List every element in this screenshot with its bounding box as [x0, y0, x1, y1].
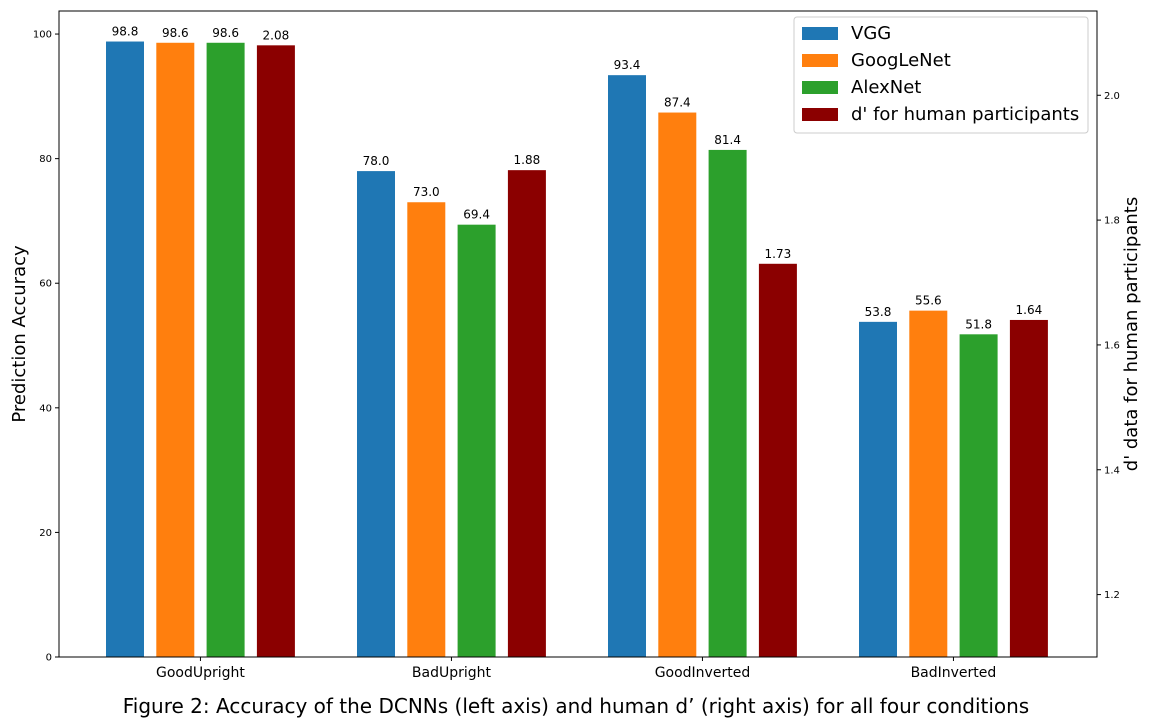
legend-entry: AlexNet — [851, 77, 921, 98]
bar-googlenet — [658, 112, 697, 657]
bar-googlenet — [407, 202, 446, 657]
x-tick-label: BadInverted — [911, 665, 997, 681]
bar-d-for-human-participants — [507, 170, 546, 657]
bar-value-label: 78.0 — [363, 154, 390, 168]
left-tick-label: 80 — [39, 154, 52, 165]
left-tick-label: 100 — [33, 30, 52, 41]
legend-swatch — [802, 108, 838, 121]
right-tick-label: 1.8 — [1104, 216, 1120, 227]
bar-value-label: 81.4 — [714, 133, 741, 147]
plot-frame — [58, 10, 1098, 658]
bar-alexnet — [708, 149, 747, 657]
x-tick-label: BadUpright — [412, 665, 492, 681]
left-tick-label: 40 — [39, 403, 52, 414]
bar-value-label: 69.4 — [463, 208, 490, 222]
bar-value-label: 53.8 — [865, 305, 892, 319]
left-tick-label: 60 — [39, 279, 52, 290]
x-tick-label: GoodUpright — [156, 665, 245, 681]
bar-d-for-human-participants — [758, 263, 797, 657]
right-tick-label: 1.2 — [1104, 590, 1120, 601]
legend-box — [793, 16, 1089, 134]
bar-vgg — [357, 171, 395, 657]
bar-vgg — [106, 41, 144, 657]
right-tick-label: 1.6 — [1104, 340, 1120, 351]
bar-vgg — [608, 75, 646, 657]
right-tick-label: 1.4 — [1104, 465, 1120, 476]
bar-value-label: 87.4 — [664, 96, 691, 110]
bar-value-label: 51.8 — [965, 317, 992, 331]
legend-swatch — [802, 81, 838, 94]
x-tick-label: GoodInverted — [655, 665, 751, 681]
bar-value-label: 98.8 — [112, 25, 139, 39]
left-tick-label: 20 — [39, 528, 52, 539]
bar-value-label: 93.4 — [614, 58, 641, 72]
bar-alexnet — [457, 224, 496, 658]
bar-value-label: 55.6 — [915, 294, 942, 308]
bar-googlenet — [156, 42, 195, 657]
bar-value-label: 1.64 — [1016, 303, 1043, 317]
bar-value-label: 1.73 — [765, 247, 792, 261]
legend-swatch — [802, 27, 838, 40]
bar-value-label: 2.08 — [263, 28, 290, 42]
right-axis-label: d' data for human participants — [1121, 197, 1142, 471]
legend-entry: GoogLeNet — [851, 50, 951, 71]
bar-value-label: 73.0 — [413, 185, 440, 199]
right-tick-label: 2.0 — [1104, 91, 1120, 102]
left-axis-label: Prediction Accuracy — [9, 245, 30, 423]
figure-caption: Figure 2: Accuracy of the DCNNs (left ax… — [122, 694, 1030, 718]
legend-swatch — [802, 54, 838, 67]
legend-entry: d' for human participants — [851, 104, 1079, 125]
bar-alexnet — [959, 334, 998, 657]
bar-alexnet — [206, 42, 245, 657]
bar-d-for-human-participants — [256, 45, 295, 658]
bar-value-label: 98.6 — [162, 26, 189, 40]
bar-value-label: 1.88 — [514, 153, 541, 167]
bar-d-for-human-participants — [1009, 319, 1048, 657]
bar-chart: 98.8 78.0 93.4 53.8 98.6 73.0 87.4 55.6 98.6 69.4… — [9, 10, 1142, 681]
legend-entry: VGG — [851, 23, 891, 44]
bar-vgg — [859, 321, 897, 657]
bar-value-label: 98.6 — [212, 26, 239, 40]
bar-googlenet — [909, 310, 948, 657]
left-tick-label: 0 — [46, 653, 52, 664]
